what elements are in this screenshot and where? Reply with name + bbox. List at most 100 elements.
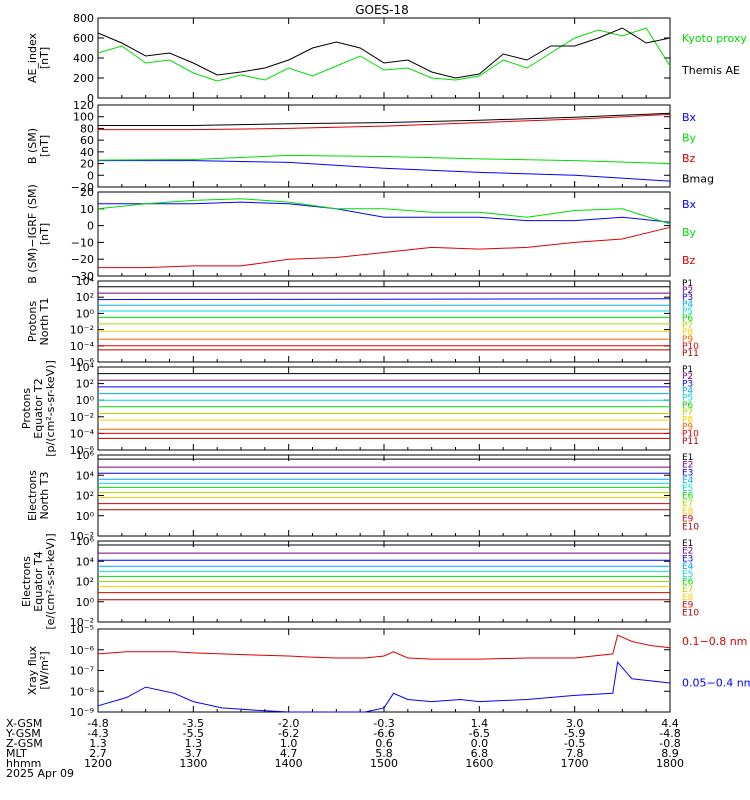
series-line-by — [97, 198, 671, 225]
y-axis-label: Equator T4 — [32, 551, 45, 611]
y-axis-label: [nT] — [38, 223, 51, 245]
panel-7: 10⁻² 10⁰ 10² 10⁴ 10⁶ Electrons Equator T4 [e/(c… — [20, 533, 699, 629]
y-tick-label: 10⁻⁷ — [70, 665, 94, 678]
panel-frame — [97, 17, 671, 99]
footer-cell-y: -5.9 — [564, 727, 585, 740]
y-tick-label: 10² — [76, 378, 94, 391]
legend-entry: P8 — [682, 415, 693, 425]
y-tick-label: 10⁴ — [76, 361, 95, 374]
y-tick-label: 10⁻² — [70, 616, 94, 629]
series-line-bx — [98, 201, 671, 223]
footer-cell-mlt: 2.7 — [89, 747, 107, 760]
legend-entry: P3 — [682, 293, 693, 303]
series-line-themis-ae — [97, 27, 671, 79]
legend-entry: P2 — [682, 286, 693, 296]
legend-entry: P11 — [682, 437, 699, 447]
legend-entry: P6 — [682, 314, 693, 324]
footer-cell-mlt: 7.8 — [566, 747, 584, 760]
legend-entry: P7 — [682, 321, 693, 331]
footer-cell-z: -0.8 — [659, 737, 680, 750]
legend-entry: P9 — [682, 335, 693, 345]
legend-entry: P10 — [682, 430, 699, 440]
legend-entry: 0.05−0.4 nm — [682, 677, 750, 690]
chart-title: GOES-18 — [355, 3, 409, 17]
y-tick-label: 120 — [73, 99, 94, 112]
footer-cell-hhmm: 1400 — [275, 757, 303, 770]
legend-entry: By — [682, 132, 697, 145]
footer-cell-mlt: 8.9 — [661, 747, 679, 760]
legend-entry: E8 — [682, 593, 694, 603]
legend-entry: E6 — [682, 492, 694, 502]
y-tick-label: 10⁰ — [76, 510, 95, 523]
footer-cell-y: -4.3 — [87, 727, 108, 740]
y-tick-label: 0 — [87, 92, 94, 105]
legend-entry: E1 — [682, 539, 693, 549]
legend-entry: E3 — [682, 468, 693, 478]
legend-entry: P9 — [682, 422, 693, 432]
y-tick-label: 10 — [80, 203, 94, 216]
legend-entry: Themis AE — [681, 64, 740, 77]
footer-cell-x: 1.4 — [471, 717, 489, 730]
legend-entry: Bmag — [682, 173, 714, 186]
y-tick-label: 10⁰ — [76, 596, 95, 609]
footer-cell-hhmm: 1600 — [465, 757, 493, 770]
y-tick-label: −10 — [71, 236, 94, 249]
y-axis-label: North T1 — [38, 298, 51, 346]
legend-entry: E2 — [682, 461, 693, 471]
footer-row-label: Z-GSM — [6, 737, 43, 750]
y-axis-label: Electrons — [26, 470, 39, 521]
footer-cell-z: 1.3 — [89, 737, 107, 750]
y-axis-label: [e/(cm²-s-sr-keV)] — [44, 533, 57, 629]
footer-cell-mlt: 6.8 — [471, 747, 489, 760]
footer-cell-x: -3.5 — [183, 717, 204, 730]
footer-cell-x: -4.8 — [87, 717, 108, 730]
legend-entry: P1 — [682, 279, 693, 289]
y-tick-label: 800 — [73, 12, 94, 25]
y-tick-label: 400 — [73, 52, 94, 65]
footer-cell-hhmm: 1300 — [179, 757, 207, 770]
footer-cell-y: -4.8 — [659, 727, 680, 740]
y-axis-label: AE_index — [26, 32, 39, 83]
y-tick-label: 10⁰ — [76, 307, 95, 320]
legend-entry: E4 — [682, 562, 694, 572]
footer-cell-x: 4.4 — [661, 717, 679, 730]
legend-entry: E2 — [682, 547, 693, 557]
legend-entry: E7 — [682, 499, 693, 509]
legend-entry: P4 — [682, 300, 693, 310]
legend-entry: E8 — [682, 507, 694, 517]
y-tick-label: 100 — [73, 111, 94, 124]
legend-entry: E9 — [682, 601, 694, 611]
footer-cell-hhmm: 1800 — [656, 757, 684, 770]
y-axis-label: B (SM) — [26, 128, 39, 164]
y-axis-label: [p/(cm²-s-sr-keV)] — [44, 360, 57, 457]
y-tick-label: 10⁻⁶ — [70, 444, 95, 457]
footer-cell-y: -6.2 — [278, 727, 299, 740]
y-axis-label: Equator T2 — [32, 378, 45, 438]
y-tick-label: 10² — [76, 490, 94, 503]
footer-cell-mlt: 4.7 — [280, 747, 298, 760]
y-tick-label: 0 — [87, 169, 94, 182]
legend-entry: P3 — [682, 379, 693, 389]
footer-cell-y: -5.5 — [183, 727, 204, 740]
legend-entry: P7 — [682, 408, 693, 418]
y-tick-label: 10⁻⁴ — [70, 340, 95, 353]
y-tick-label: 40 — [80, 146, 94, 159]
panel-1: 0 200 400 600 800 AE_index[nT] Kyoto proxy AE T… — [26, 12, 750, 105]
y-tick-label: −20 — [71, 181, 94, 194]
footer-cell-hhmm: 1500 — [370, 757, 398, 770]
y-axis-label: Protons — [26, 301, 39, 342]
y-tick-label: 20 — [80, 186, 94, 199]
footer-cell-x: 3.0 — [566, 717, 584, 730]
legend-entry: P4 — [682, 387, 693, 397]
y-tick-label: 60 — [80, 134, 94, 147]
y-tick-label: 10⁻⁵ — [70, 623, 94, 636]
panel-8: 10⁻⁹ 10⁻⁸ 10⁻⁷ 10⁻⁶ 10⁻⁵ Xray flux [W/m²] 0.1−0… — [26, 623, 750, 719]
legend-entry: E9 — [682, 515, 694, 525]
y-tick-label: 10⁻² — [70, 530, 94, 543]
legend-entry: E1 — [682, 453, 693, 463]
legend-entry: Bx — [682, 198, 697, 211]
y-tick-label: 10² — [76, 576, 94, 589]
